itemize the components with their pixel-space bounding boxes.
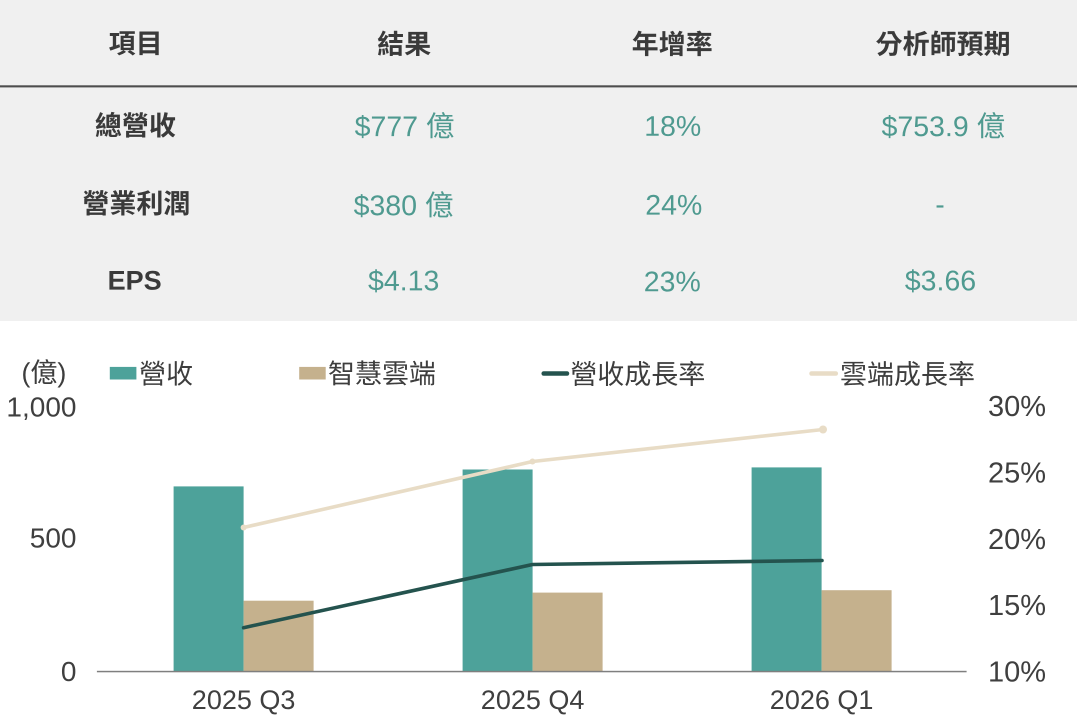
svg-text:2025 Q4: 2025 Q4 — [481, 685, 585, 715]
svg-text:0: 0 — [61, 656, 77, 687]
svg-text:2026 Q1: 2026 Q1 — [770, 685, 874, 715]
svg-text:25%: 25% — [988, 458, 1046, 490]
svg-text:2025 Q3: 2025 Q3 — [192, 685, 296, 715]
svg-text:500: 500 — [30, 523, 77, 554]
svg-text:20%: 20% — [988, 524, 1046, 556]
svg-text:10%: 10% — [988, 656, 1046, 688]
svg-text:1,000: 1,000 — [6, 391, 76, 422]
svg-text:30%: 30% — [988, 391, 1046, 423]
svg-text:15%: 15% — [988, 590, 1046, 622]
